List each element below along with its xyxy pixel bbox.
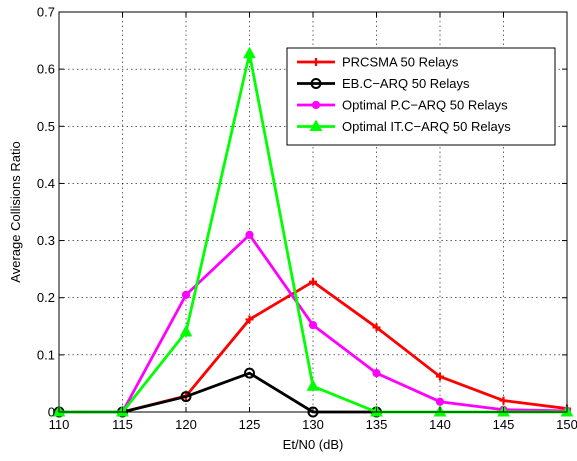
x-tick-label: 110 [49, 417, 70, 432]
x-tick-label: 130 [302, 417, 324, 432]
y-tick-label: 0.3 [37, 233, 55, 248]
legend: PRCSMA 50 Relays EB.C−ARQ 50 Relays Optima… [286, 47, 556, 146]
legend-entry: PRCSMA 50 Relays [297, 55, 459, 70]
y-tick-label: 0.7 [37, 5, 55, 20]
legend-label: EB.C−ARQ 50 Relays [342, 76, 470, 91]
dot-marker [245, 230, 254, 239]
circle-marker [180, 391, 192, 403]
legend-label: Optimal P.C−ARQ 50 Relays [342, 98, 508, 113]
plus-marker [245, 315, 254, 324]
x-tick-label: 115 [112, 417, 133, 432]
plus-marker [499, 396, 508, 405]
legend-entry: EB.C−ARQ 50 Relays [297, 76, 470, 91]
x-tick-label: 140 [429, 417, 451, 432]
triangle-marker [243, 46, 256, 59]
dot-marker [311, 100, 321, 110]
legend-label: PRCSMA 50 Relays [342, 55, 459, 70]
x-tick-label: 125 [239, 417, 261, 432]
dot-marker [372, 369, 381, 378]
dot-marker [181, 290, 191, 299]
y-tick-label: 0.4 [37, 176, 55, 191]
y-tick-label: 0.5 [37, 119, 55, 134]
triangle-marker [309, 119, 323, 131]
circle-marker [310, 78, 322, 89]
triangle-marker [179, 324, 193, 337]
y-axis-label: Average Collisions Ratio [8, 141, 23, 282]
legend-entry: Optimal IT.C−ARQ 50 Relays [297, 119, 511, 134]
dot-marker [308, 321, 318, 330]
legend-label: Optimal IT.C−ARQ 50 Relays [342, 119, 511, 134]
legend-box [286, 47, 556, 146]
x-tick-label: 150 [556, 417, 577, 432]
dot-marker [435, 397, 445, 406]
x-tick-label: 135 [366, 417, 388, 432]
y-tick-label: 0.2 [37, 290, 55, 305]
plus-marker [372, 323, 381, 332]
x-tick-label: 120 [175, 417, 197, 432]
x-tick-label: 145 [493, 417, 515, 432]
plus-marker [312, 58, 320, 66]
x-axis-label: Et/N0 (dB) [283, 437, 344, 452]
plus-marker [309, 277, 317, 286]
triangle-marker [306, 379, 320, 391]
circle-marker [244, 367, 255, 379]
legend-entry: Optimal P.C−ARQ 50 Relays [297, 98, 508, 113]
y-tick-label: 0.6 [37, 62, 55, 77]
y-tick-label: 0 [48, 405, 55, 420]
y-tick-label: 0.1 [37, 347, 55, 362]
ticks: 110 115 120 125 130 135 140 145 150 0 0.1 0.2 0.3 0.4… [37, 5, 577, 433]
plus-marker [436, 372, 444, 381]
